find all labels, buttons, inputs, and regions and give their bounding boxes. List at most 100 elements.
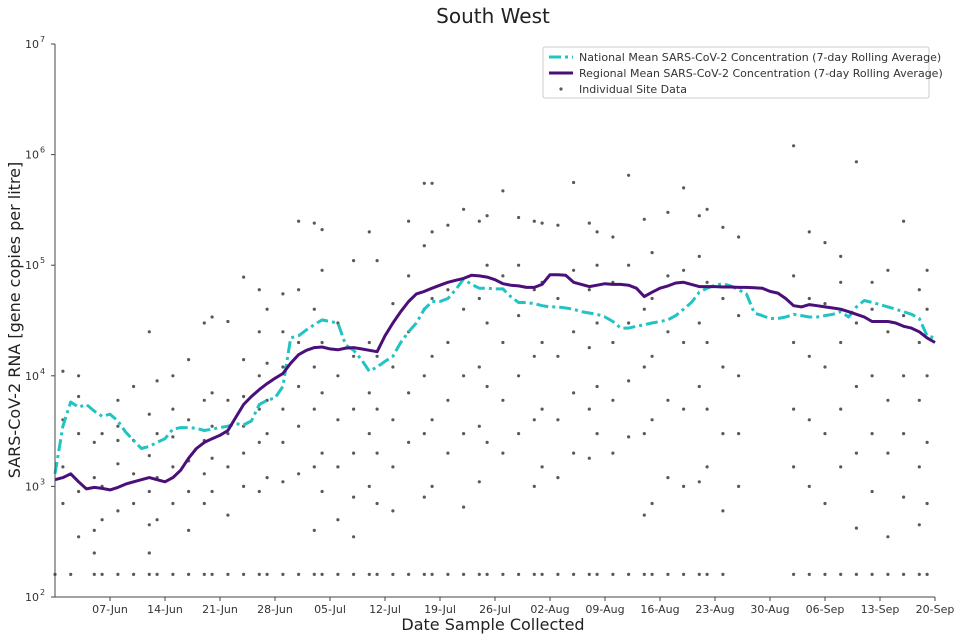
site-data-point bbox=[336, 374, 340, 378]
site-data-point bbox=[532, 418, 536, 422]
site-data-point bbox=[807, 484, 811, 488]
site-data-point bbox=[257, 288, 261, 292]
y-tick-label: 10 bbox=[25, 480, 39, 493]
site-data-point bbox=[705, 280, 709, 284]
site-data-point bbox=[792, 572, 796, 577]
site-data-point bbox=[477, 296, 481, 301]
site-data-point bbox=[823, 241, 827, 245]
site-data-point bbox=[886, 330, 890, 334]
site-data-point bbox=[839, 572, 843, 577]
site-data-point bbox=[92, 528, 96, 533]
site-data-point bbox=[839, 340, 843, 345]
site-data-point bbox=[823, 302, 827, 306]
site-data-point bbox=[116, 398, 120, 402]
axes-layer bbox=[54, 44, 935, 598]
site-data-point bbox=[682, 572, 686, 577]
site-data-point bbox=[556, 223, 560, 227]
site-data-point bbox=[485, 321, 489, 325]
site-data-point bbox=[202, 501, 206, 506]
site-data-point bbox=[77, 374, 81, 378]
site-data-point bbox=[320, 228, 324, 232]
site-data-point bbox=[116, 438, 120, 443]
site-data-point bbox=[854, 321, 859, 325]
site-data-point bbox=[854, 160, 859, 164]
site-data-point bbox=[61, 465, 65, 469]
site-data-point bbox=[407, 219, 411, 223]
site-data-point bbox=[297, 572, 301, 577]
x-tick-label: 09-Aug bbox=[585, 603, 624, 616]
y-tick-exponent: 3 bbox=[40, 477, 45, 486]
site-data-point bbox=[92, 572, 96, 577]
site-data-point bbox=[352, 535, 356, 539]
site-data-point bbox=[147, 572, 151, 577]
site-data-point bbox=[242, 484, 246, 488]
site-data-point bbox=[391, 572, 395, 577]
site-data-point bbox=[737, 235, 741, 239]
y-tick-exponent: 5 bbox=[40, 256, 45, 265]
site-data-point bbox=[242, 358, 246, 362]
site-data-point bbox=[210, 489, 214, 494]
site-data-point bbox=[737, 484, 741, 488]
site-data-point bbox=[462, 572, 466, 577]
site-data-point bbox=[281, 407, 285, 411]
site-data-point bbox=[281, 572, 285, 577]
site-data-point bbox=[737, 374, 741, 378]
site-data-point bbox=[501, 274, 505, 278]
x-tick-label: 14-Jun bbox=[147, 603, 183, 616]
site-data-point bbox=[587, 456, 591, 460]
site-data-point bbox=[297, 340, 301, 345]
site-data-point bbox=[627, 173, 631, 177]
x-tick-label: 13-Sep bbox=[861, 603, 900, 616]
site-data-point bbox=[925, 268, 929, 272]
site-data-point bbox=[556, 476, 560, 480]
x-tick-label: 21-Jun bbox=[202, 603, 238, 616]
site-data-point bbox=[155, 379, 159, 383]
site-data-point bbox=[171, 407, 175, 411]
site-data-point bbox=[61, 369, 65, 373]
site-data-point bbox=[171, 374, 175, 378]
site-data-point bbox=[642, 572, 646, 577]
site-data-point bbox=[532, 484, 536, 488]
site-data-point bbox=[352, 451, 356, 455]
x-tick-label: 30-Aug bbox=[750, 603, 789, 616]
site-data-point bbox=[100, 432, 104, 436]
site-data-point bbox=[627, 321, 631, 325]
site-data-point bbox=[210, 315, 214, 319]
x-tick-label: 28-Jun bbox=[257, 603, 293, 616]
site-data-point bbox=[917, 465, 921, 469]
site-data-point bbox=[485, 440, 489, 444]
site-data-point bbox=[391, 365, 395, 369]
site-data-point bbox=[77, 432, 81, 436]
site-data-point bbox=[611, 235, 615, 239]
site-data-point bbox=[627, 263, 631, 267]
site-data-point bbox=[807, 354, 811, 358]
site-data-point bbox=[572, 268, 576, 272]
site-data-point bbox=[721, 296, 725, 301]
y-tick-exponent: 4 bbox=[40, 367, 45, 376]
site-data-point bbox=[242, 275, 246, 279]
site-data-point bbox=[705, 340, 709, 345]
national-mean-line bbox=[53, 277, 936, 475]
site-data-point bbox=[281, 440, 285, 444]
site-data-point bbox=[627, 379, 631, 383]
site-data-point bbox=[336, 418, 340, 422]
site-data-point bbox=[477, 480, 481, 484]
site-data-point bbox=[517, 263, 521, 267]
site-data-point bbox=[422, 495, 426, 499]
site-data-point bbox=[611, 398, 615, 402]
site-data-point bbox=[391, 465, 395, 469]
site-data-point bbox=[265, 307, 269, 311]
site-data-point bbox=[642, 307, 646, 311]
site-data-point bbox=[839, 280, 843, 284]
site-data-point bbox=[312, 465, 316, 469]
site-data-point bbox=[642, 365, 646, 369]
site-data-point bbox=[666, 398, 670, 402]
site-data-point bbox=[352, 495, 356, 499]
site-data-point bbox=[242, 394, 246, 399]
site-data-point bbox=[312, 528, 316, 533]
site-data-point bbox=[422, 572, 426, 577]
site-data-point bbox=[823, 365, 827, 369]
site-data-point bbox=[532, 572, 536, 577]
